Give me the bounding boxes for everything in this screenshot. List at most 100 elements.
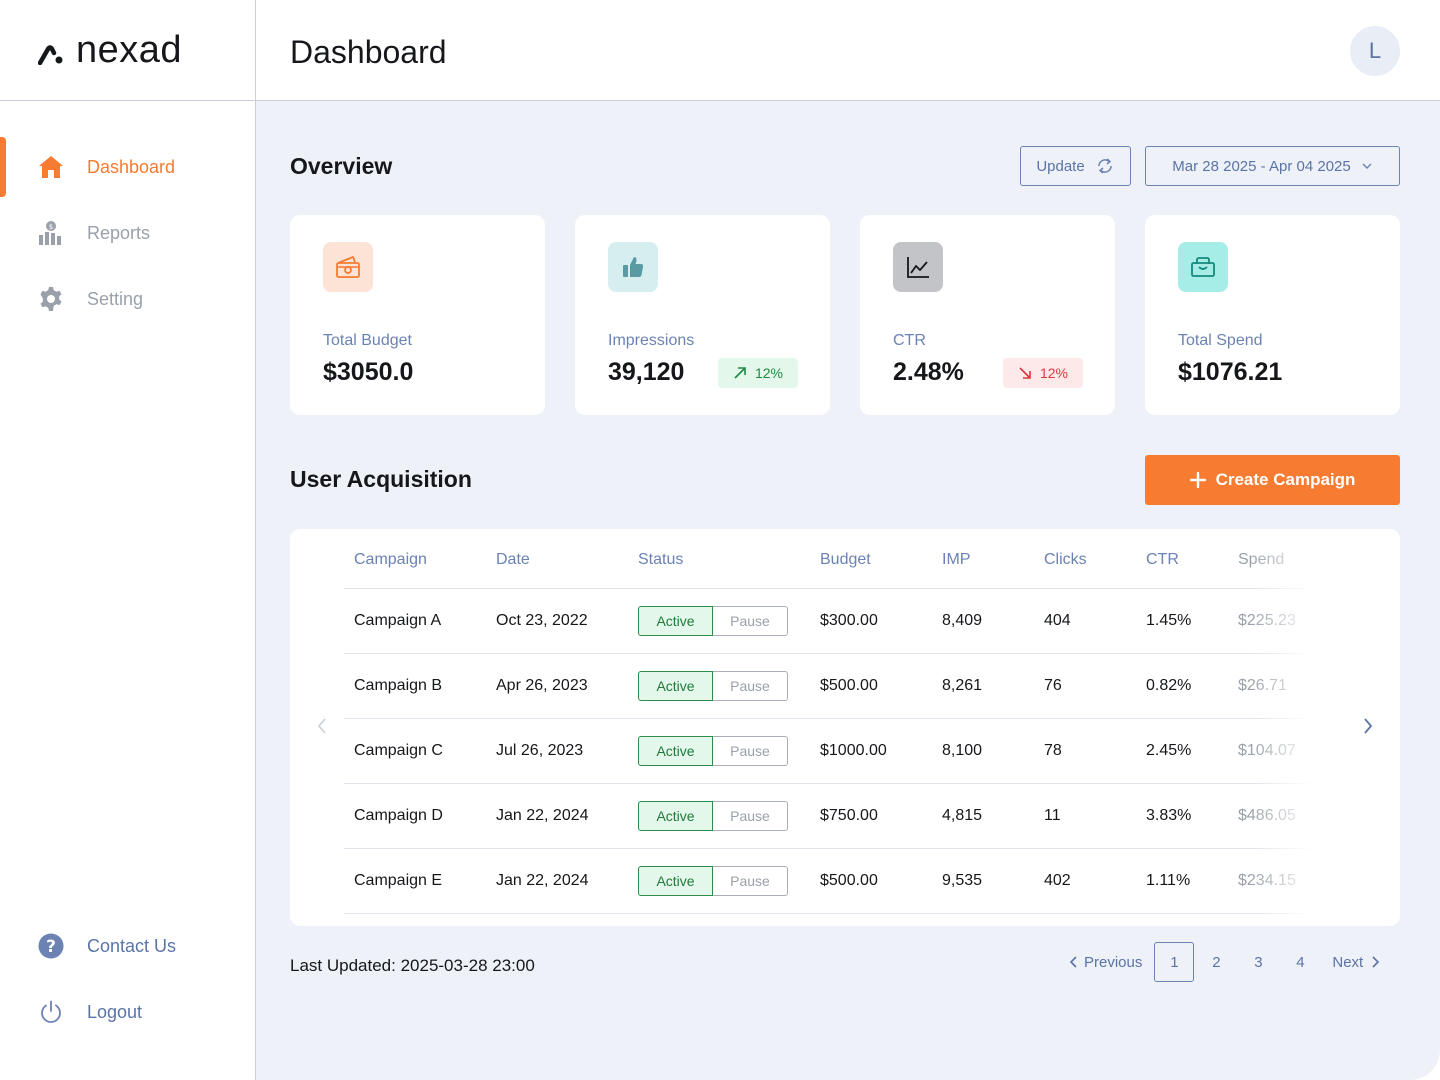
next-label: Next (1332, 953, 1364, 971)
card-ctr: CTR 2.48% 12% (860, 215, 1115, 415)
page-title: Dashboard (290, 34, 447, 70)
impressions-delta-badge: 12% (718, 358, 798, 388)
column-header-ctr[interactable]: CTR (1146, 550, 1179, 568)
scroll-right-button[interactable] (1356, 714, 1380, 738)
sidebar-item-reports[interactable]: $ Reports (0, 203, 255, 263)
campaign-imp: 4,815 (942, 807, 983, 824)
chevron-right-icon (1372, 956, 1380, 968)
column-header-status[interactable]: Status (638, 550, 684, 568)
column-header-date[interactable]: Date (496, 550, 530, 568)
status-pause-button[interactable]: Pause (713, 606, 788, 636)
scroll-left-button[interactable] (310, 714, 334, 738)
campaign-ctr: 2.45% (1146, 742, 1192, 759)
table-row: Campaign B Apr 26, 2023 Active Pause $50… (344, 654, 1310, 719)
status-active-button[interactable]: Active (638, 801, 713, 831)
card-impressions: Impressions 39,120 12% (575, 215, 830, 415)
chevron-down-icon (1362, 163, 1372, 169)
arrow-up-right-icon (734, 367, 746, 379)
campaign-date: Oct 23, 2022 (496, 612, 588, 629)
sidebar-item-label: Contact Us (87, 935, 177, 956)
window-corner (1410, 1050, 1440, 1080)
campaign-ctr: 1.11% (1146, 872, 1191, 889)
status-toggle: Active Pause (638, 589, 788, 653)
arrow-down-right-icon (1019, 367, 1031, 379)
sidebar-item-logout[interactable]: Logout (0, 982, 255, 1042)
money-icon (323, 242, 373, 292)
sidebar-item-contact[interactable]: ? Contact Us (0, 916, 255, 976)
card-value: 2.48% (893, 358, 964, 386)
column-header-clicks[interactable]: Clicks (1044, 550, 1087, 568)
campaign-name: Campaign E (354, 872, 443, 889)
campaign-clicks: 404 (1044, 612, 1071, 629)
sidebar-item-dashboard[interactable]: Dashboard (0, 137, 255, 197)
previous-page-button[interactable]: Previous (1068, 954, 1142, 971)
campaign-name: Campaign C (354, 742, 443, 759)
sidebar-nav: Dashboard $ Reports (0, 101, 255, 329)
campaign-name: Campaign B (354, 677, 443, 694)
status-pause-button[interactable]: Pause (713, 866, 788, 896)
campaign-spend: $104.07 (1238, 742, 1296, 759)
column-header-imp[interactable]: IMP (942, 550, 971, 568)
status-pause-button[interactable]: Pause (713, 736, 788, 766)
campaign-name: Campaign D (354, 807, 443, 824)
column-header-budget[interactable]: Budget (820, 550, 871, 568)
status-active-button[interactable]: Active (638, 736, 713, 766)
campaign-ctr: 1.45% (1146, 612, 1192, 629)
sidebar-item-label: Reports (87, 222, 151, 243)
sidebar-item-setting[interactable]: Setting (0, 269, 255, 329)
campaign-budget: $500.00 (820, 677, 878, 694)
next-page-button[interactable]: Next (1332, 954, 1381, 971)
page-1-button[interactable]: 1 (1154, 942, 1195, 982)
chevron-right-icon (1364, 718, 1373, 734)
card-label: Total Spend (1178, 332, 1263, 349)
campaign-spend: $234.15 (1238, 872, 1296, 889)
create-campaign-button[interactable]: Create Campaign (1145, 455, 1400, 505)
date-range-picker[interactable]: Mar 28 2025 - Apr 04 2025 (1145, 146, 1400, 186)
campaign-ctr: 0.82% (1146, 677, 1192, 694)
status-toggle: Active Pause (638, 719, 788, 783)
campaign-name: Campaign A (354, 612, 442, 629)
status-toggle: Active Pause (638, 784, 788, 848)
help-icon: ? (38, 933, 64, 959)
brand[interactable]: nexad (0, 0, 255, 101)
column-header-spend[interactable]: Spend (1238, 550, 1285, 568)
status-toggle: Active Pause (638, 849, 788, 913)
status-pause-button[interactable]: Pause (713, 671, 788, 701)
power-icon (38, 999, 64, 1025)
sidebar-bottom-nav: ? Contact Us Logout (0, 916, 255, 1048)
campaign-date: Jan 22, 2024 (496, 807, 589, 824)
delta-value: 12% (1039, 365, 1069, 381)
line-chart-icon (893, 242, 943, 292)
page-2-button[interactable]: 2 (1212, 953, 1221, 971)
status-active-button[interactable]: Active (638, 606, 713, 636)
card-label: Total Budget (323, 332, 412, 349)
avatar[interactable]: L (1350, 26, 1400, 76)
status-active-button[interactable]: Active (638, 866, 713, 896)
column-header-campaign[interactable]: Campaign (354, 550, 427, 568)
status-active-button[interactable]: Active (638, 671, 713, 701)
page-3-button[interactable]: 3 (1254, 953, 1263, 971)
campaign-budget: $750.00 (820, 807, 878, 824)
campaign-table-card: Campaign Date Status Budget IMP Clicks C… (290, 529, 1400, 926)
campaign-clicks: 76 (1044, 677, 1062, 694)
status-pause-button[interactable]: Pause (713, 801, 788, 831)
table-row: Campaign D Jan 22, 2024 Active Pause $75… (344, 784, 1310, 849)
last-updated-text: Last Updated: 2025-03-28 23:00 (290, 956, 535, 975)
campaign-imp: 9,535 (942, 872, 983, 889)
main-content: Overview Update Mar 28 2025 - Apr 04 202… (256, 101, 1440, 1080)
campaign-table: Campaign Date Status Budget IMP Clicks C… (344, 529, 1310, 926)
page-4-button[interactable]: 4 (1296, 953, 1305, 971)
update-button[interactable]: Update (1020, 146, 1131, 186)
acquisition-title: User Acquisition (290, 466, 472, 492)
delta-value: 12% (754, 365, 784, 381)
card-total-spend: Total Spend $1076.21 (1145, 215, 1400, 415)
home-icon (38, 154, 64, 180)
card-value: $3050.0 (323, 358, 414, 386)
campaign-clicks: 11 (1044, 807, 1061, 824)
svg-text:$: $ (49, 223, 53, 231)
previous-label: Previous (1084, 953, 1143, 971)
card-total-budget: Total Budget $3050.0 (290, 215, 545, 415)
card-value: $1076.21 (1178, 358, 1283, 386)
sidebar-item-label: Dashboard (87, 156, 176, 177)
refresh-icon (1097, 158, 1112, 174)
